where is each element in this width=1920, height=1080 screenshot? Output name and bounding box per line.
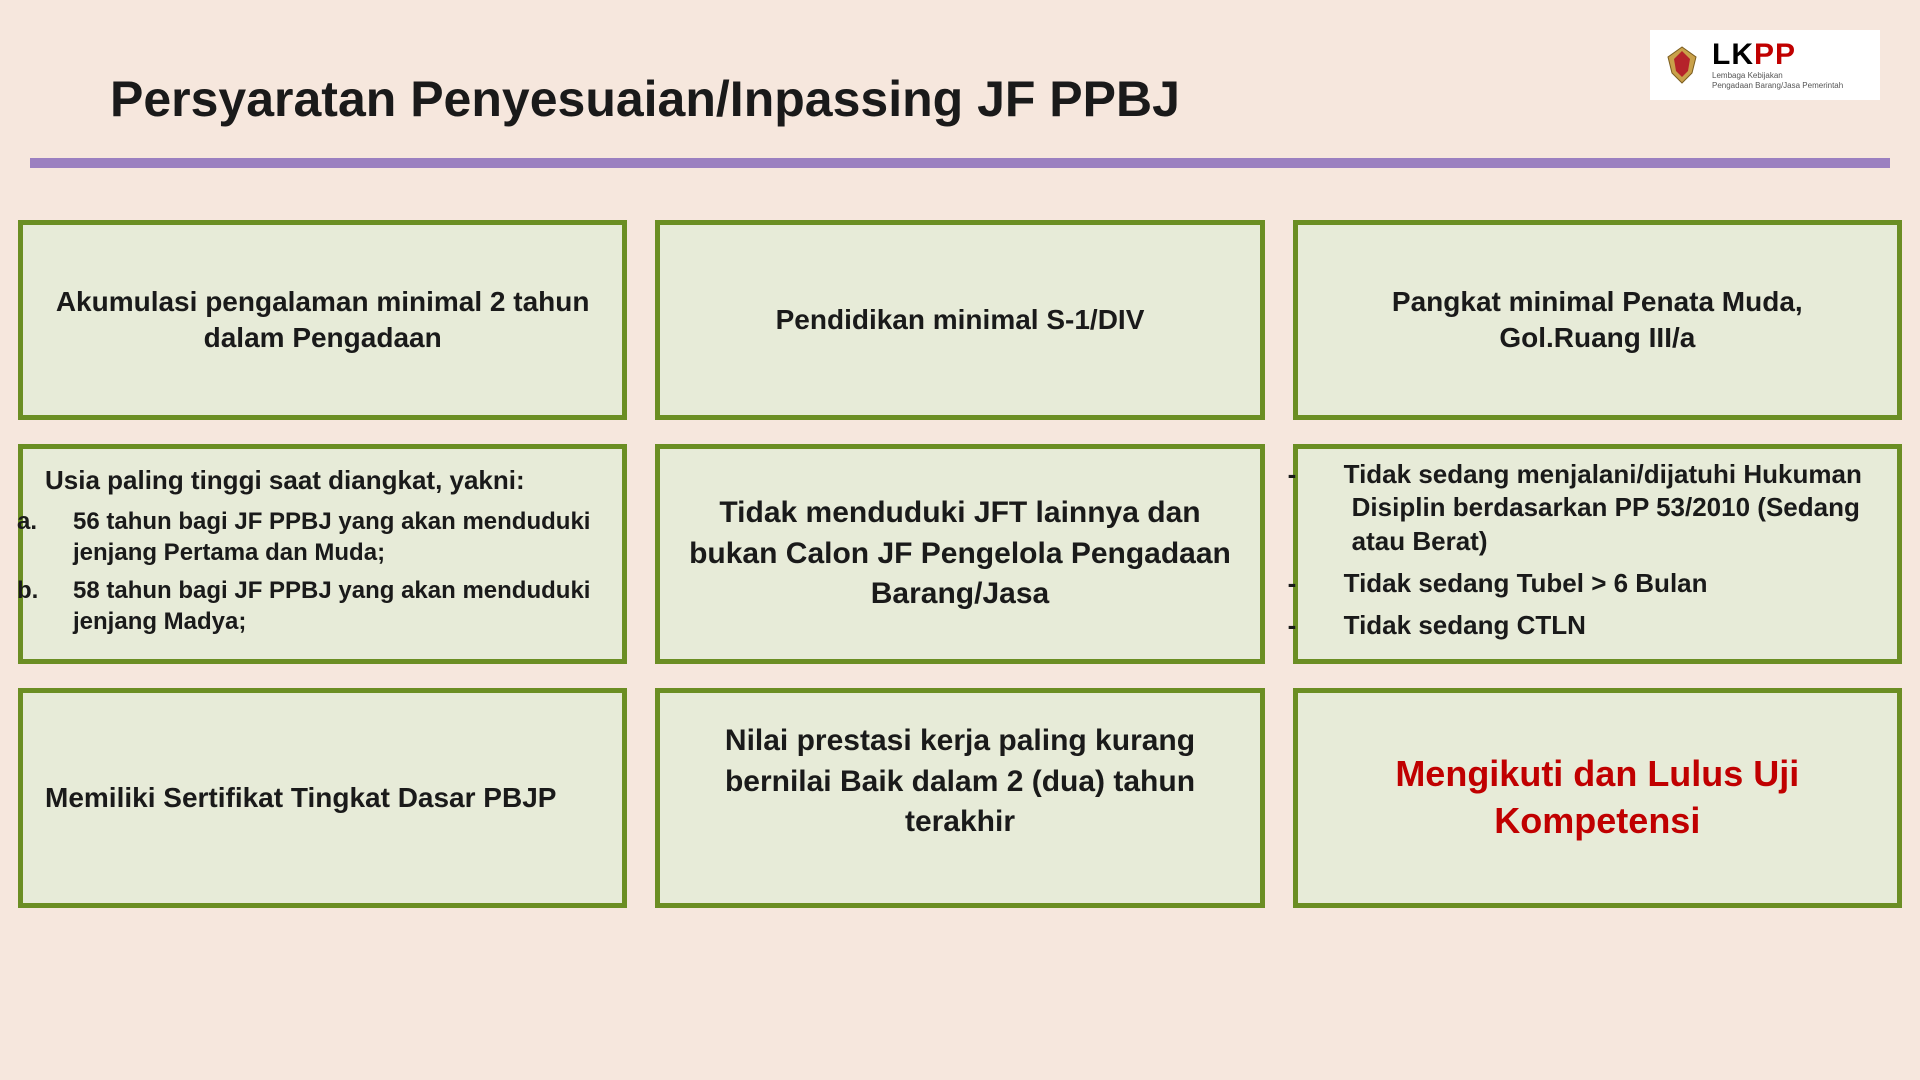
- logo-text: LKPP Lembaga Kebijakan Pengadaan Barang/…: [1712, 40, 1843, 90]
- page-title: Persyaratan Penyesuaian/Inpassing JF PPB…: [110, 70, 1180, 128]
- cell-text: Tidak menduduki JFT lainnya dan bukan Ca…: [682, 493, 1237, 615]
- cell-pangkat: Pangkat minimal Penata Muda, Gol.Ruang I…: [1293, 220, 1902, 420]
- usia-item-b: b.58 tahun bagi JF PPBJ yang akan mendud…: [45, 575, 600, 637]
- logo-main-pp: PP: [1754, 38, 1796, 71]
- hukuman-item-2: -Tidak sedang Tubel > 6 Bulan: [1320, 567, 1708, 601]
- cell-usia: Usia paling tinggi saat diangkat, yakni:…: [18, 444, 627, 664]
- hukuman-item-3: -Tidak sedang CTLN: [1320, 609, 1586, 643]
- requirements-grid: Akumulasi pengalaman minimal 2 tahun dal…: [18, 220, 1902, 908]
- logo-sub2: Pengadaan Barang/Jasa Pemerintah: [1712, 82, 1843, 90]
- logo-main-lk: LK: [1712, 38, 1754, 71]
- cell-nilai-prestasi: Nilai prestasi kerja paling kurang berni…: [655, 688, 1264, 908]
- cell-akumulasi-pengalaman: Akumulasi pengalaman minimal 2 tahun dal…: [18, 220, 627, 420]
- usia-item-a: a.56 tahun bagi JF PPBJ yang akan mendud…: [45, 506, 600, 568]
- title-divider: [30, 158, 1890, 168]
- cell-text: Pangkat minimal Penata Muda, Gol.Ruang I…: [1320, 284, 1875, 357]
- cell-uji-kompetensi: Mengikuti dan Lulus Uji Kompetensi: [1293, 688, 1902, 908]
- logo-sub1: Lembaga Kebijakan: [1712, 72, 1843, 80]
- cell-pendidikan: Pendidikan minimal S-1/DIV: [655, 220, 1264, 420]
- cell-jft: Tidak menduduki JFT lainnya dan bukan Ca…: [655, 444, 1264, 664]
- logo-box: LKPP Lembaga Kebijakan Pengadaan Barang/…: [1650, 30, 1880, 100]
- cell-text: Pendidikan minimal S-1/DIV: [776, 302, 1145, 338]
- cell-text: Akumulasi pengalaman minimal 2 tahun dal…: [45, 284, 600, 357]
- cell-text: Nilai prestasi kerja paling kurang berni…: [682, 721, 1237, 843]
- hukuman-item-1: -Tidak sedang menjalani/dijatuhi Hukuman…: [1320, 458, 1875, 559]
- garuda-emblem-icon: [1660, 41, 1704, 89]
- cell-hukuman: -Tidak sedang menjalani/dijatuhi Hukuman…: [1293, 444, 1902, 664]
- cell-sertifikat: Memiliki Sertifikat Tingkat Dasar PBJP: [18, 688, 627, 908]
- usia-head: Usia paling tinggi saat diangkat, yakni:: [45, 465, 525, 496]
- cell-text-emphasis: Mengikuti dan Lulus Uji Kompetensi: [1320, 751, 1875, 845]
- cell-text: Memiliki Sertifikat Tingkat Dasar PBJP: [45, 780, 556, 816]
